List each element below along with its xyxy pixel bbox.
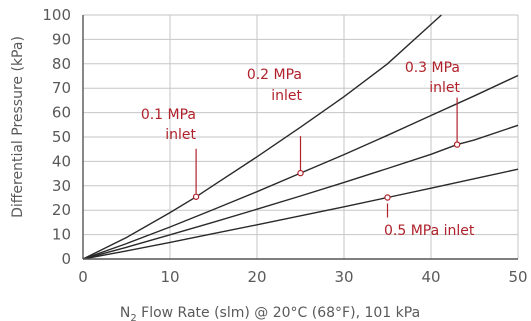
annotation-marker xyxy=(297,169,304,177)
y-tick-label: 30 xyxy=(52,177,71,195)
annotation-marker xyxy=(192,193,200,200)
y-tick-label: 60 xyxy=(52,104,71,122)
annotation-label: 0.2 MPa xyxy=(247,67,302,83)
y-tick-label: 40 xyxy=(52,152,71,170)
series-line xyxy=(82,168,519,260)
x-tick-label: 30 xyxy=(334,268,353,286)
annotation-label: 0.3 MPa xyxy=(405,60,460,76)
x-tick-label: 0 xyxy=(78,268,88,286)
x-tick-label: 40 xyxy=(421,268,440,286)
x-axis-title-main: N xyxy=(120,305,130,321)
annotation-label: inlet xyxy=(429,80,460,96)
annotation-label: inlet xyxy=(165,127,196,143)
annotations: 0.1 MPa inlet 0.2 MPa inlet 0.3 MPa inlet 0.5 … xyxy=(141,60,475,239)
y-tick-label: 100 xyxy=(42,6,71,24)
axes xyxy=(82,15,518,260)
x-axis-title-subscript: 2 xyxy=(130,313,136,321)
y-tick-label: 50 xyxy=(52,128,71,146)
y-tick-label: 80 xyxy=(52,55,71,73)
x-axis-title: N2 Flow Rate (slm) @ 20°C (68°F), 101 kP… xyxy=(120,305,420,321)
y-tick-label: 90 xyxy=(52,30,71,48)
annotation-marker xyxy=(453,141,461,148)
annotation-label: 0.1 MPa xyxy=(141,107,196,123)
tick-labels: 0 10 20 30 40 50 60 70 80 90 100 0 10 20 30 40 50 xyxy=(42,6,527,286)
y-tick-label: 70 xyxy=(52,79,71,97)
annotation-marker xyxy=(384,194,391,201)
series-line xyxy=(82,14,442,260)
grid xyxy=(82,14,519,260)
x-tick-label: 20 xyxy=(247,268,266,286)
y-tick-label: 0 xyxy=(61,250,71,268)
y-tick-label: 20 xyxy=(52,201,71,219)
x-axis-title-rest: Flow Rate (slm) @ 20°C (68°F), 101 kPa xyxy=(137,305,420,321)
annotation-label: inlet xyxy=(271,88,302,104)
x-tick-label: 10 xyxy=(160,268,179,286)
annotation-label: 0.5 MPa inlet xyxy=(384,223,475,239)
y-tick-label: 10 xyxy=(52,226,71,244)
y-axis-title: Differential Pressure (kPa) xyxy=(10,36,26,218)
x-tick-label: 50 xyxy=(508,268,527,286)
